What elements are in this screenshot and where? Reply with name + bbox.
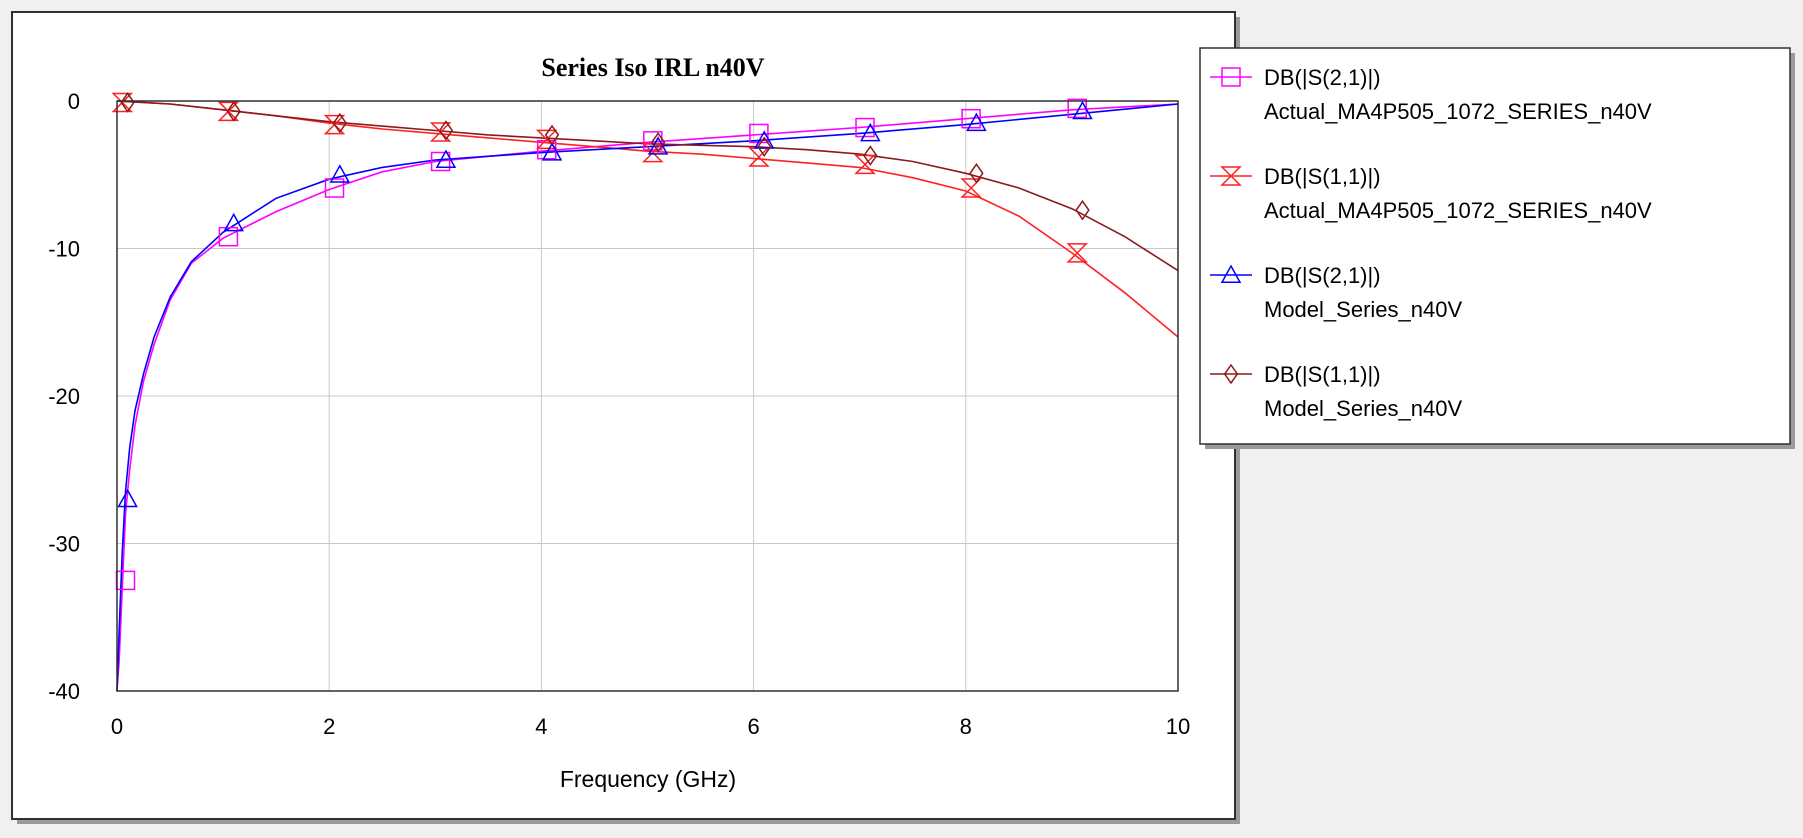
series-marker-1 <box>430 151 451 172</box>
tick-labels: 0 2 4 6 8 10 0 -10 -20 -30 -40 <box>48 89 1190 739</box>
x-tick-label: 8 <box>960 714 972 739</box>
chart-legend: DB(|S(2,1)|) Actual_MA4P505_1072_SERIES_n… <box>1210 65 1652 421</box>
plot-area-border <box>116 100 1179 692</box>
y-tick-label: -40 <box>48 679 80 704</box>
legend-series-name: DB(|S(1,1)|) <box>1264 164 1381 189</box>
series-marker-1 <box>855 117 875 138</box>
legend-series-source: Model_Series_n40V <box>1264 396 1462 421</box>
y-tick-label: -30 <box>48 532 80 557</box>
legend-series-name: DB(|S(2,1)|) <box>1264 65 1381 90</box>
series-marker-4 <box>120 92 135 113</box>
series-marker-3 <box>966 112 987 132</box>
legend-swatch-marker <box>1220 166 1242 186</box>
chart-frame <box>11 11 1236 820</box>
legend-series-source: Actual_MA4P505_1072_SERIES_n40V <box>1264 198 1652 223</box>
legend-series-source: Actual_MA4P505_1072_SERIES_n40V <box>1264 99 1652 124</box>
series-marker-1 <box>643 131 663 151</box>
series-marker-4 <box>544 124 560 146</box>
grid-lines <box>117 101 1178 691</box>
y-tick-label: -20 <box>48 384 80 409</box>
series-marker-3 <box>223 212 244 232</box>
series-marker-4 <box>650 131 666 153</box>
legend-series-name: DB(|S(1,1)|) <box>1264 362 1381 387</box>
y-tick-label: 0 <box>68 89 80 114</box>
legend-box <box>1199 47 1791 445</box>
series-marker-4 <box>226 101 241 122</box>
series-marker-2 <box>217 101 240 122</box>
series-marker-2 <box>854 154 876 175</box>
series-marker-2 <box>111 92 134 113</box>
x-axis-label: Frequency (GHz) <box>560 766 736 792</box>
series-marker-4 <box>863 145 878 166</box>
legend-series-source: Model_Series_n40V <box>1264 297 1462 322</box>
series-marker-4 <box>438 120 454 141</box>
y-tick-label: -10 <box>48 237 80 262</box>
series-marker-4 <box>756 136 772 158</box>
series-marker-3 <box>1072 100 1093 120</box>
series-marker-4 <box>1075 199 1090 221</box>
series-marker-2 <box>641 142 664 163</box>
x-tick-label: 6 <box>747 714 759 739</box>
x-tick-label: 2 <box>323 714 335 739</box>
legend-series-name: DB(|S(2,1)|) <box>1264 263 1381 288</box>
series-marker-4 <box>969 162 984 184</box>
series-markers <box>111 92 1093 591</box>
series-marker-3 <box>541 142 563 161</box>
series-line-1 <box>116 103 1179 692</box>
legend-swatch-marker <box>1223 363 1239 385</box>
series-marker-2 <box>1066 243 1089 263</box>
series-marker-3 <box>435 149 457 168</box>
series-line-3 <box>116 103 1179 692</box>
series-marker-1 <box>324 178 345 198</box>
series-marker-3 <box>329 164 351 183</box>
legend-swatch-marker <box>1220 264 1242 283</box>
chart-title: Series Iso IRL n40V <box>541 53 764 82</box>
series-marker-3 <box>860 122 881 142</box>
series-marker-1 <box>218 226 239 247</box>
x-tick-label: 10 <box>1166 714 1190 739</box>
x-tick-label: 4 <box>535 714 547 739</box>
legend-swatch-marker <box>1221 67 1241 87</box>
series-marker-1 <box>961 108 981 129</box>
series-marker-4 <box>332 112 348 134</box>
series-marker-3 <box>117 488 138 508</box>
x-tick-label: 0 <box>111 714 123 739</box>
series-marker-3 <box>753 130 775 149</box>
